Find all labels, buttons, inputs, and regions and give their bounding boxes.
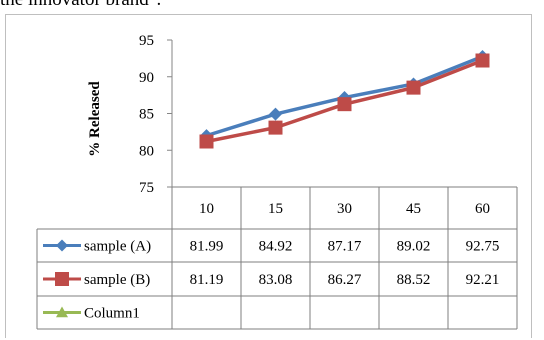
data-label-sample-a: 89.02 (397, 239, 431, 255)
x-category-label: 10 (199, 201, 214, 217)
legend-label-sample-a: sample (A) (84, 239, 151, 255)
data-label-sample-a: 81.99 (190, 239, 224, 255)
data-label-sample-a: 87.17 (328, 239, 362, 255)
y-tick-label: 75 (139, 180, 154, 196)
legend-marker-sample-b (55, 272, 69, 286)
data-point-sample-a (269, 107, 282, 121)
data-label-sample-b: 86.27 (328, 272, 362, 288)
data-label-sample-a: 84.92 (259, 239, 293, 255)
legend-label-sample-b: sample (B) (84, 272, 150, 288)
y-tick-label: 85 (139, 107, 154, 123)
data-label-sample-b: 81.19 (190, 272, 224, 288)
x-category-label: 15 (268, 201, 283, 217)
caption-text: the innovator brand". (0, 0, 161, 11)
data-point-sample-b (475, 53, 490, 68)
data-point-sample-b (199, 134, 214, 149)
y-tick-label: 95 (139, 33, 154, 49)
y-tick-label: 80 (139, 143, 154, 159)
data-label-sample-b: 88.52 (397, 272, 431, 288)
x-category-label: 60 (475, 201, 490, 217)
legend-label-column1: Column1 (84, 306, 140, 322)
y-axis-label: % Released (87, 81, 103, 157)
data-label-sample-a: 92.75 (466, 239, 500, 255)
data-label-sample-b: 92.21 (466, 272, 500, 288)
data-point-sample-b (337, 97, 352, 112)
data-point-sample-b (406, 80, 421, 95)
x-category-label: 30 (337, 201, 352, 217)
y-tick-label: 90 (139, 70, 154, 86)
data-label-sample-b: 83.08 (259, 272, 293, 288)
data-point-sample-b (268, 120, 283, 135)
x-category-label: 45 (406, 201, 421, 217)
chart-frame (5, 14, 532, 338)
legend-marker-column1 (56, 306, 68, 318)
legend-marker-sample-a (56, 239, 68, 252)
